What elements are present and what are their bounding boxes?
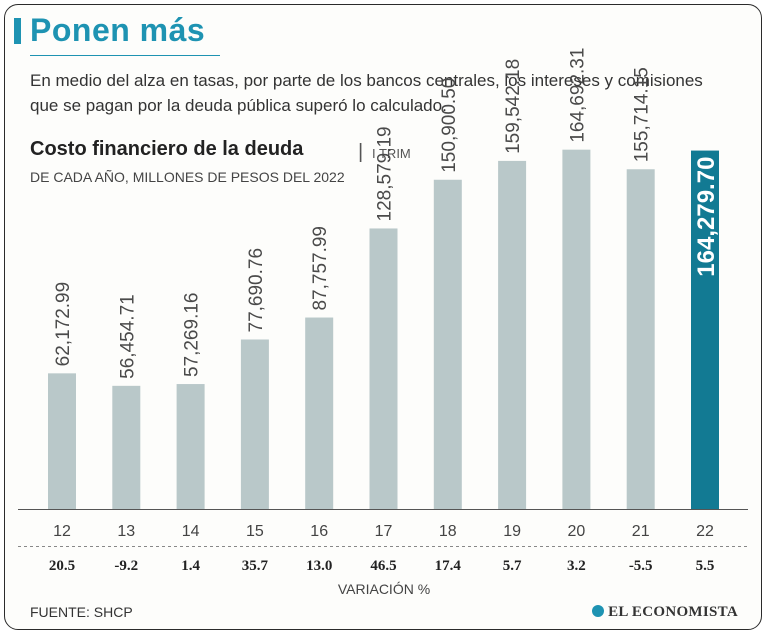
- bar-value-label-14: 57,269.16: [182, 293, 203, 378]
- bar-18: [433, 179, 462, 509]
- variation-value-22: 5.5: [696, 558, 715, 574]
- chart-title-separator: |: [358, 141, 364, 163]
- bar-value-label-22: 164,279.70: [693, 157, 720, 277]
- x-tick-label-14: 14: [182, 523, 200, 540]
- x-tick-label-20: 20: [568, 523, 586, 540]
- x-tick-label-21: 21: [632, 523, 650, 540]
- bar-value-label-13: 56,454.71: [117, 294, 138, 379]
- bar-value-label-19: 159,542.18: [503, 59, 524, 154]
- x-tick-label-17: 17: [375, 523, 393, 540]
- headline-underline: [30, 55, 220, 56]
- variation-value-13: -9.2: [114, 558, 138, 574]
- x-tick-label-16: 16: [310, 523, 328, 540]
- chart-unit-label: DE CADA AÑO, MILLONES DE PESOS DEL 2022: [30, 169, 345, 185]
- bar-14: [176, 384, 205, 509]
- bar-value-label-12: 62,172.99: [53, 282, 74, 367]
- x-tick-label-12: 12: [53, 523, 71, 540]
- variation-value-14: 1.4: [181, 558, 200, 574]
- subtitle: En medio del alza en tasas, por parte de…: [30, 71, 703, 115]
- bar-value-label-18: 150,900.50: [439, 78, 460, 173]
- variation-value-12: 20.5: [49, 558, 75, 574]
- variation-value-17: 46.5: [370, 558, 396, 574]
- variation-value-16: 13.0: [306, 558, 332, 574]
- x-tick-label-15: 15: [246, 523, 264, 540]
- bar-value-label-17: 128,579.19: [375, 126, 396, 221]
- x-tick-label-19: 19: [503, 523, 521, 540]
- bar-17: [369, 228, 398, 509]
- x-tick-label-18: 18: [439, 523, 457, 540]
- bar-15: [240, 339, 269, 509]
- bar-value-label-15: 77,690.76: [246, 248, 267, 333]
- bar-19: [498, 160, 527, 510]
- publisher-logo: EL ECONOMISTA: [592, 604, 738, 621]
- x-tick-label-22: 22: [696, 523, 714, 540]
- bar-value-label-20: 164,692.31: [567, 48, 588, 143]
- logo-text: EL ECONOMISTA: [608, 604, 738, 620]
- variation-axis-label: VARIACIÓN %: [338, 581, 430, 597]
- variation-value-19: 5.7: [503, 558, 522, 574]
- source-note: FUENTE: SHCP: [30, 604, 133, 620]
- chart-title: Costo financiero de la deuda: [30, 138, 304, 160]
- variation-value-20: 3.2: [567, 558, 586, 574]
- bar-value-label-21: 155,714.15: [632, 67, 653, 162]
- x-tick-label-13: 13: [117, 523, 135, 540]
- title-accent-bar: [14, 18, 21, 44]
- chart-title-period: I TRIM: [372, 146, 411, 161]
- variation-value-21: -5.5: [629, 558, 653, 574]
- bar-value-label-16: 87,757.99: [310, 226, 331, 311]
- variation-value-18: 17.4: [435, 558, 462, 574]
- headline: Ponen más: [30, 12, 206, 48]
- bar-20: [562, 149, 591, 509]
- bar-21: [626, 169, 655, 509]
- bar-13: [112, 385, 141, 509]
- variation-value-15: 35.7: [242, 558, 269, 574]
- logo-icon: [592, 605, 605, 617]
- bar-12: [48, 373, 76, 509]
- bar-22: [691, 150, 719, 509]
- bar-16: [305, 317, 334, 509]
